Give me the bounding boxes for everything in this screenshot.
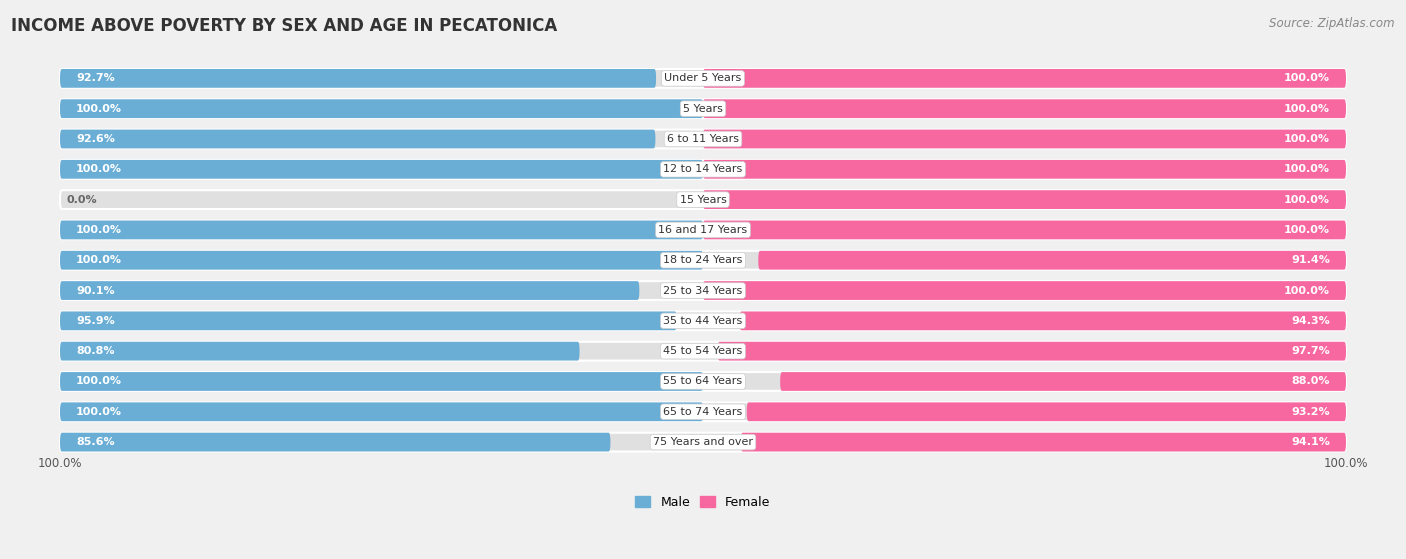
- Text: 97.7%: 97.7%: [1291, 346, 1330, 356]
- FancyBboxPatch shape: [60, 342, 579, 361]
- Text: 94.1%: 94.1%: [1291, 437, 1330, 447]
- Text: 35 to 44 Years: 35 to 44 Years: [664, 316, 742, 326]
- FancyBboxPatch shape: [60, 311, 676, 330]
- Text: 100.0%: 100.0%: [76, 407, 122, 417]
- Text: Source: ZipAtlas.com: Source: ZipAtlas.com: [1270, 17, 1395, 30]
- FancyBboxPatch shape: [60, 311, 1346, 330]
- FancyBboxPatch shape: [60, 372, 1346, 391]
- FancyBboxPatch shape: [703, 160, 1346, 179]
- Text: 6 to 11 Years: 6 to 11 Years: [666, 134, 740, 144]
- FancyBboxPatch shape: [60, 251, 1346, 269]
- Text: 100.0%: 100.0%: [38, 457, 83, 471]
- FancyBboxPatch shape: [60, 433, 1346, 452]
- FancyBboxPatch shape: [703, 130, 1346, 148]
- FancyBboxPatch shape: [780, 372, 1346, 391]
- Text: 88.0%: 88.0%: [1292, 376, 1330, 386]
- FancyBboxPatch shape: [747, 402, 1346, 421]
- Text: 100.0%: 100.0%: [76, 376, 122, 386]
- Text: 92.6%: 92.6%: [76, 134, 115, 144]
- Text: 0.0%: 0.0%: [66, 195, 97, 205]
- Text: 90.1%: 90.1%: [76, 286, 115, 296]
- FancyBboxPatch shape: [60, 221, 703, 239]
- Text: 93.2%: 93.2%: [1291, 407, 1330, 417]
- FancyBboxPatch shape: [703, 281, 1346, 300]
- Text: 100.0%: 100.0%: [1284, 73, 1330, 83]
- Text: 100.0%: 100.0%: [1284, 225, 1330, 235]
- FancyBboxPatch shape: [703, 69, 1346, 88]
- Text: 12 to 14 Years: 12 to 14 Years: [664, 164, 742, 174]
- Text: 94.3%: 94.3%: [1291, 316, 1330, 326]
- Text: 16 and 17 Years: 16 and 17 Years: [658, 225, 748, 235]
- Text: 5 Years: 5 Years: [683, 103, 723, 113]
- FancyBboxPatch shape: [703, 100, 1346, 118]
- Text: 45 to 54 Years: 45 to 54 Years: [664, 346, 742, 356]
- FancyBboxPatch shape: [718, 342, 1346, 361]
- FancyBboxPatch shape: [703, 190, 1346, 209]
- Text: 75 Years and over: 75 Years and over: [652, 437, 754, 447]
- Text: 95.9%: 95.9%: [76, 316, 115, 326]
- Text: 100.0%: 100.0%: [76, 103, 122, 113]
- Text: Under 5 Years: Under 5 Years: [665, 73, 741, 83]
- Text: 100.0%: 100.0%: [76, 225, 122, 235]
- Text: 100.0%: 100.0%: [1284, 134, 1330, 144]
- FancyBboxPatch shape: [60, 69, 657, 88]
- FancyBboxPatch shape: [60, 342, 1346, 361]
- FancyBboxPatch shape: [60, 190, 1346, 209]
- FancyBboxPatch shape: [741, 433, 1346, 452]
- FancyBboxPatch shape: [60, 281, 640, 300]
- Text: 80.8%: 80.8%: [76, 346, 114, 356]
- FancyBboxPatch shape: [60, 100, 703, 118]
- FancyBboxPatch shape: [60, 160, 703, 179]
- Text: 100.0%: 100.0%: [1284, 195, 1330, 205]
- Text: 100.0%: 100.0%: [1284, 164, 1330, 174]
- FancyBboxPatch shape: [60, 69, 1346, 88]
- FancyBboxPatch shape: [758, 251, 1346, 269]
- FancyBboxPatch shape: [60, 221, 1346, 239]
- Text: 100.0%: 100.0%: [76, 255, 122, 265]
- Text: 15 Years: 15 Years: [679, 195, 727, 205]
- Text: 100.0%: 100.0%: [1284, 286, 1330, 296]
- FancyBboxPatch shape: [60, 251, 703, 269]
- FancyBboxPatch shape: [60, 130, 655, 148]
- FancyBboxPatch shape: [60, 160, 1346, 179]
- FancyBboxPatch shape: [740, 311, 1346, 330]
- FancyBboxPatch shape: [60, 281, 1346, 300]
- Text: 100.0%: 100.0%: [1323, 457, 1368, 471]
- FancyBboxPatch shape: [60, 402, 1346, 421]
- Text: 18 to 24 Years: 18 to 24 Years: [664, 255, 742, 265]
- FancyBboxPatch shape: [60, 372, 703, 391]
- Text: 55 to 64 Years: 55 to 64 Years: [664, 376, 742, 386]
- FancyBboxPatch shape: [60, 130, 1346, 148]
- Text: 25 to 34 Years: 25 to 34 Years: [664, 286, 742, 296]
- FancyBboxPatch shape: [60, 433, 610, 452]
- FancyBboxPatch shape: [703, 221, 1346, 239]
- Text: 92.7%: 92.7%: [76, 73, 115, 83]
- Text: 91.4%: 91.4%: [1291, 255, 1330, 265]
- FancyBboxPatch shape: [60, 402, 703, 421]
- FancyBboxPatch shape: [60, 100, 1346, 118]
- Text: 85.6%: 85.6%: [76, 437, 115, 447]
- Text: 100.0%: 100.0%: [1284, 103, 1330, 113]
- Text: 65 to 74 Years: 65 to 74 Years: [664, 407, 742, 417]
- Legend: Male, Female: Male, Female: [630, 491, 776, 514]
- Text: 100.0%: 100.0%: [76, 164, 122, 174]
- Text: INCOME ABOVE POVERTY BY SEX AND AGE IN PECATONICA: INCOME ABOVE POVERTY BY SEX AND AGE IN P…: [11, 17, 558, 35]
